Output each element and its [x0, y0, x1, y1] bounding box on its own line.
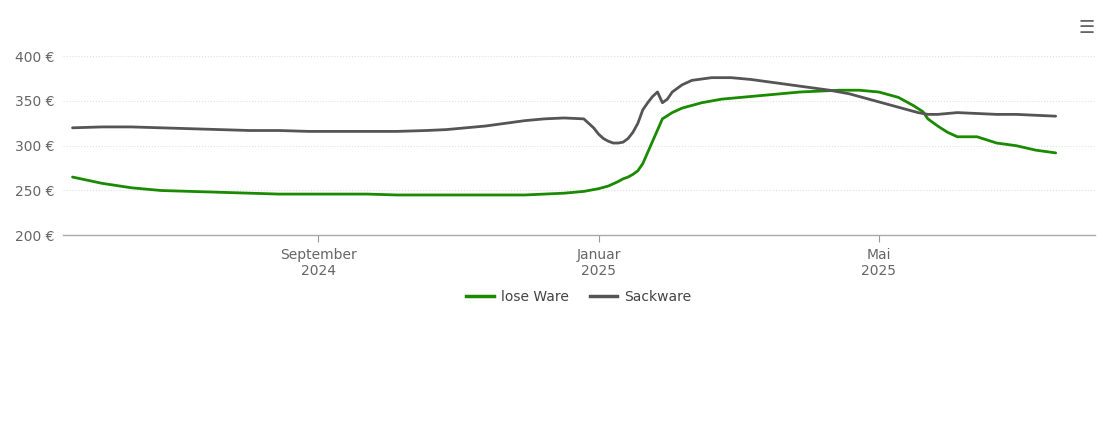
Text: ☰: ☰ [1079, 19, 1094, 37]
Legend: lose Ware, Sackware: lose Ware, Sackware [461, 284, 697, 309]
